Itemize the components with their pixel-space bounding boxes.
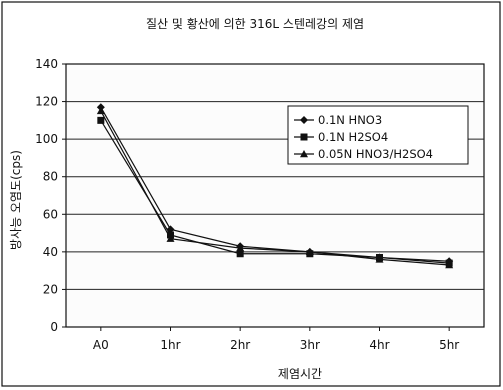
x-tick-label: 3hr — [300, 338, 320, 352]
chart-title: 질산 및 황산에 의한 316L 스텐레강의 제염 — [146, 17, 364, 31]
data-point — [236, 244, 245, 252]
data-point — [96, 106, 105, 115]
data-point — [375, 255, 384, 263]
legend-item: 0.05N HNO3/H2SO4 — [294, 147, 433, 161]
series-layer — [96, 103, 454, 269]
y-tick-label: 0 — [50, 320, 58, 334]
data-point — [445, 261, 454, 269]
legend-item: 0.1N H2SO4 — [294, 130, 388, 144]
y-tick-label: 100 — [35, 132, 58, 146]
series-line — [100, 110, 450, 266]
y-tick-label: 140 — [35, 57, 58, 71]
data-point — [166, 234, 175, 242]
plot-area — [65, 63, 485, 328]
data-point — [305, 247, 314, 256]
x-tick-label: 2hr — [230, 338, 250, 352]
legend-label: 0.1N H2SO4 — [318, 130, 388, 144]
legend-marker — [300, 150, 308, 158]
x-tick-label: 1hr — [160, 338, 180, 352]
x-tick-label: A0 — [93, 338, 109, 352]
legend-label: 0.1N HNO3 — [318, 113, 382, 127]
legend-marker — [300, 133, 308, 141]
legend-label: 0.05N HNO3/H2SO4 — [318, 147, 433, 161]
y-axis-title: 방사능 오염도(cps) — [9, 150, 23, 250]
y-tick-label: 60 — [43, 207, 58, 221]
x-tick-label: 5hr — [439, 338, 459, 352]
series-line — [100, 120, 450, 264]
data-point — [97, 116, 105, 124]
y-tick-label: 80 — [43, 170, 58, 184]
x-tick-label: 4hr — [369, 338, 389, 352]
y-axis-ticks: 0 20 40 60 80 100 120 140 — [35, 57, 66, 334]
legend-box — [287, 105, 469, 165]
legend-item: 0.1N HNO3 — [294, 113, 382, 127]
data-point — [236, 250, 244, 258]
series-3 — [96, 106, 454, 269]
y-tick-label: 120 — [35, 95, 58, 109]
legend: 0.1N HNO3 0.1N H2SO4 0.05N HNO3/H2SO4 — [287, 105, 469, 165]
x-axis-ticks: A0 1hr 2hr 3hr 4hr 5hr — [93, 327, 459, 352]
legend-marker — [300, 116, 308, 124]
y-tick-label: 20 — [43, 282, 58, 296]
y-tick-label: 40 — [43, 245, 58, 259]
x-axis-title: 제염시간 — [278, 367, 322, 381]
